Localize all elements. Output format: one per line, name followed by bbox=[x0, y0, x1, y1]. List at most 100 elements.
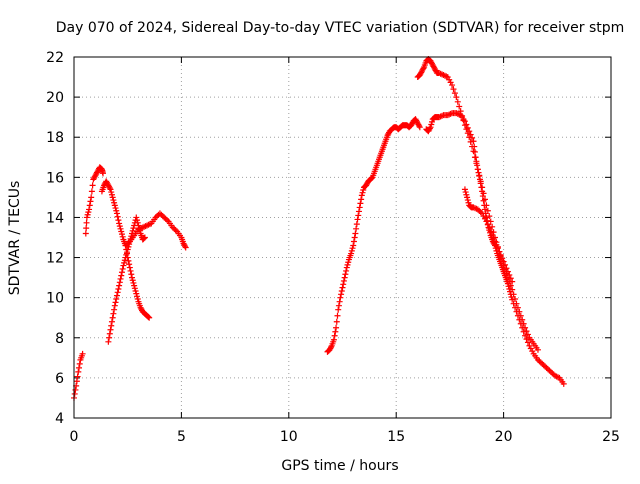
data-point-interp bbox=[355, 208, 362, 215]
data-point bbox=[133, 214, 140, 221]
data-point bbox=[534, 346, 541, 353]
data-point-interp bbox=[462, 189, 469, 196]
data-point-interp bbox=[465, 199, 472, 206]
data-point-interp bbox=[471, 154, 478, 161]
axis-ticks: 0 5 10 15 20 25 4 6 8 10 12 14 16 18 20 22 bbox=[46, 50, 620, 445]
data-point bbox=[146, 314, 153, 321]
data-point-interp bbox=[490, 235, 497, 242]
x-tick-label: 10 bbox=[280, 429, 298, 445]
data-point bbox=[99, 170, 106, 177]
data-point-interp bbox=[328, 344, 335, 351]
data-point-interp bbox=[348, 247, 355, 254]
data-point bbox=[483, 218, 490, 225]
data-point bbox=[120, 262, 127, 269]
data-point-interp bbox=[351, 234, 358, 241]
data-point bbox=[341, 274, 348, 281]
data-point bbox=[109, 314, 116, 321]
data-point-interp bbox=[111, 199, 118, 206]
data-point bbox=[107, 186, 114, 193]
data-point-interp bbox=[428, 121, 435, 128]
data-point-interp bbox=[489, 231, 496, 238]
data-point-interp bbox=[76, 364, 83, 371]
y-tick-label: 14 bbox=[46, 210, 64, 226]
series-track-3 bbox=[98, 178, 153, 321]
data-point-interp bbox=[477, 178, 484, 185]
data-point bbox=[118, 272, 125, 279]
data-point-interp bbox=[349, 245, 356, 252]
data-point-interp bbox=[134, 219, 141, 226]
data-point bbox=[449, 82, 456, 89]
data-point-interp bbox=[108, 322, 115, 329]
data-point-interp bbox=[340, 277, 347, 284]
data-point-interp bbox=[338, 291, 345, 298]
data-point-interp bbox=[106, 185, 113, 192]
data-point bbox=[111, 202, 118, 209]
data-point bbox=[124, 246, 131, 253]
data-point-interp bbox=[134, 217, 141, 224]
data-point-interp bbox=[115, 285, 122, 292]
data-point-interp bbox=[113, 296, 120, 303]
data-point-interp bbox=[476, 172, 483, 179]
data-point-interp bbox=[117, 225, 124, 232]
data-point-interp bbox=[464, 197, 471, 204]
data-point-interp bbox=[426, 125, 433, 132]
data-point-interp bbox=[106, 330, 113, 337]
series-track-4 bbox=[105, 214, 148, 345]
data-point bbox=[356, 204, 363, 211]
data-point-interp bbox=[123, 249, 130, 256]
data-point-interp bbox=[129, 277, 136, 284]
series-track-2 bbox=[82, 164, 106, 237]
x-axis-label: GPS time / hours bbox=[281, 458, 398, 474]
data-point bbox=[330, 336, 337, 343]
data-point-interp bbox=[181, 243, 188, 250]
x-tick-label: 5 bbox=[177, 429, 186, 445]
data-point bbox=[113, 210, 120, 217]
data-point-interp bbox=[129, 227, 136, 234]
data-point-interp bbox=[507, 282, 514, 289]
data-point-interp bbox=[475, 169, 482, 176]
x-tick-label: 0 bbox=[70, 429, 79, 445]
data-point-interp bbox=[464, 130, 471, 137]
data-point-interp bbox=[119, 233, 126, 240]
y-tick-label: 6 bbox=[55, 371, 64, 387]
y-tick-label: 10 bbox=[46, 291, 64, 307]
data-point-interp bbox=[514, 304, 521, 311]
series-track-8 bbox=[414, 56, 541, 353]
data-point-interp bbox=[114, 213, 121, 220]
data-point-interp bbox=[416, 122, 423, 129]
data-point bbox=[461, 122, 468, 129]
data-point-interp bbox=[340, 281, 347, 288]
data-point-interp bbox=[123, 251, 130, 258]
data-point-interp bbox=[523, 336, 530, 343]
data-point-interp bbox=[84, 211, 91, 218]
data-point-interp bbox=[111, 306, 118, 313]
data-marks bbox=[71, 56, 567, 401]
data-point bbox=[492, 238, 499, 245]
data-point-interp bbox=[121, 259, 128, 266]
data-point-interp bbox=[335, 302, 342, 309]
data-point-interp bbox=[503, 265, 510, 272]
data-point bbox=[416, 124, 423, 131]
series-track-9 bbox=[461, 186, 516, 285]
data-point bbox=[464, 194, 471, 201]
data-point-interp bbox=[89, 182, 96, 189]
data-point-interp bbox=[115, 217, 122, 224]
data-point-interp bbox=[497, 251, 504, 258]
data-point-interp bbox=[506, 285, 513, 292]
data-point-interp bbox=[338, 287, 345, 294]
data-point bbox=[128, 274, 135, 281]
series-track-5 bbox=[122, 210, 189, 251]
data-point-interp bbox=[447, 110, 454, 117]
data-point bbox=[522, 324, 529, 331]
data-point-interp bbox=[134, 296, 141, 303]
data-point bbox=[509, 286, 516, 293]
data-point-interp bbox=[87, 198, 94, 205]
data-point-interp bbox=[353, 225, 360, 232]
data-point-interp bbox=[125, 257, 132, 264]
data-point-interp bbox=[450, 86, 457, 93]
data-point bbox=[133, 290, 140, 297]
data-point-interp bbox=[74, 373, 81, 380]
data-point-interp bbox=[451, 90, 458, 97]
data-point bbox=[513, 300, 520, 307]
data-point-interp bbox=[116, 223, 123, 230]
